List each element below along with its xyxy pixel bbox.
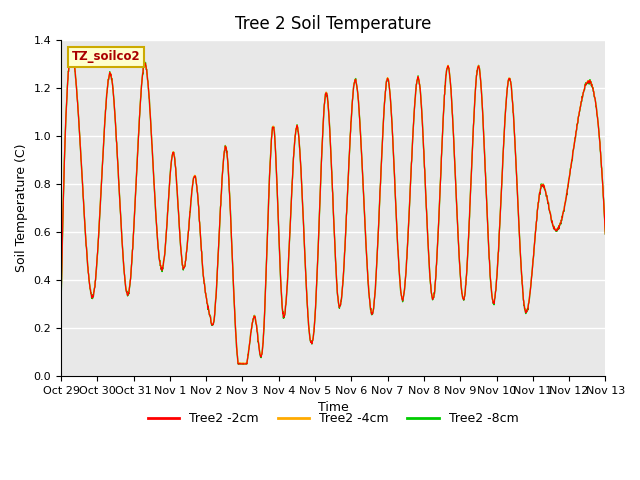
Line: Tree2 -2cm: Tree2 -2cm [61,52,605,364]
Tree2 -4cm [602,231,609,237]
Tree2 -8cm [261,292,269,298]
Tree2 -2cm [261,293,269,299]
Tree2 -8cm [57,301,65,307]
Tree2 -4cm [429,295,437,300]
Tree2 -4cm [261,292,269,298]
Tree2 -8cm [89,296,97,301]
Tree2 -2cm [68,49,76,55]
Tree2 -2cm [89,295,97,301]
Tree2 -4cm [173,193,181,199]
Tree2 -2cm [429,295,437,301]
Title: Tree 2 Soil Temperature: Tree 2 Soil Temperature [235,15,431,33]
Tree2 -4cm [68,49,76,55]
Tree2 -2cm [234,361,242,367]
Text: TZ_soilco2: TZ_soilco2 [72,50,141,63]
Y-axis label: Soil Temperature (C): Soil Temperature (C) [15,144,28,272]
Tree2 -2cm [283,293,291,299]
Tree2 -4cm [280,312,287,318]
Legend: Tree2 -2cm, Tree2 -4cm, Tree2 -8cm: Tree2 -2cm, Tree2 -4cm, Tree2 -8cm [143,407,524,430]
X-axis label: Time: Time [318,401,349,414]
Tree2 -8cm [429,295,437,300]
Tree2 -8cm [68,49,76,55]
Tree2 -2cm [280,313,287,319]
Tree2 -8cm [234,361,242,367]
Tree2 -2cm [57,302,65,308]
Tree2 -8cm [283,293,291,299]
Line: Tree2 -4cm: Tree2 -4cm [61,52,605,364]
Tree2 -4cm [283,293,291,299]
Tree2 -4cm [236,361,243,367]
Tree2 -2cm [602,231,609,237]
Tree2 -8cm [173,195,181,201]
Tree2 -4cm [57,302,65,308]
Tree2 -2cm [173,194,181,200]
Tree2 -8cm [280,313,287,319]
Tree2 -4cm [89,294,97,300]
Tree2 -8cm [602,231,609,237]
Line: Tree2 -8cm: Tree2 -8cm [61,52,605,364]
